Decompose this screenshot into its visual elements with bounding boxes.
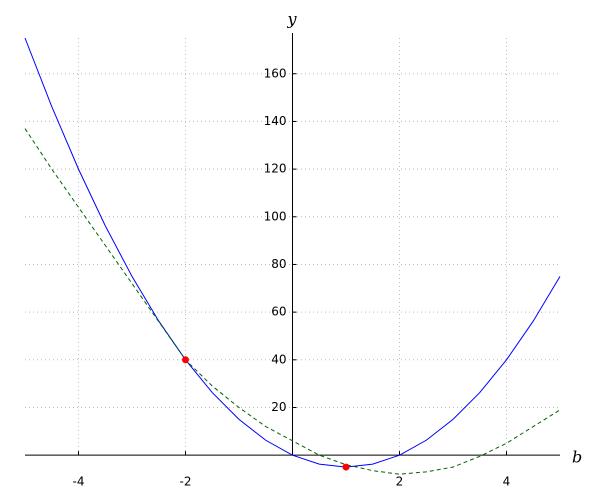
x-tick-label: -2: [180, 475, 192, 489]
y-tick-label: 40: [271, 352, 286, 366]
y-tick-label: 100: [264, 209, 287, 223]
x-tick-label: -4: [73, 475, 85, 489]
y-tick-label: 80: [271, 257, 286, 271]
curve: [24, 37, 561, 468]
curve: [24, 128, 561, 475]
y-tick-label: 20: [271, 400, 286, 414]
y-tick-label: 120: [264, 162, 287, 176]
point: [342, 463, 350, 471]
y-axis-label: y: [286, 10, 297, 29]
x-axis-label: b: [572, 448, 582, 467]
y-tick-label: 160: [264, 66, 287, 80]
y-tick-label: 60: [271, 305, 286, 319]
y-tick-label: 140: [264, 114, 287, 128]
point: [182, 356, 189, 364]
x-tick-label: 4: [503, 475, 511, 489]
x-tick-label: 2: [396, 475, 404, 489]
